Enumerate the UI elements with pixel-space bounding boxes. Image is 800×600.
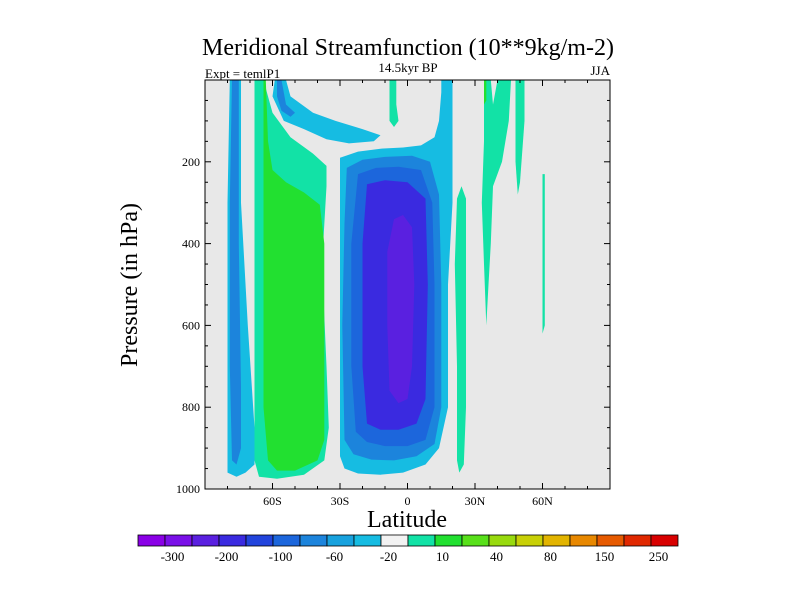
y-tick-label: 400 — [182, 237, 200, 251]
colorbar-box — [434, 534, 463, 547]
colorbar-label: 150 — [595, 549, 615, 564]
contour-region-equatorial-upper-tongue — [389, 80, 399, 127]
subtitle-experiment: Expt = temlP1 — [205, 66, 280, 81]
y-tick-label: 200 — [182, 155, 200, 169]
y-tick-label: 600 — [182, 318, 200, 332]
colorbar-box — [272, 534, 301, 547]
colorbar-box — [137, 534, 166, 547]
colorbar-box — [191, 534, 220, 547]
y-axis-label: Pressure (in hPa) — [117, 203, 143, 367]
contour-region-nh-cell-1 — [454, 186, 466, 473]
contour-region-nh-cell-3 — [515, 80, 525, 195]
colorbar-box — [623, 534, 652, 547]
plot-frame — [204, 79, 611, 490]
colorbar-box — [515, 534, 544, 547]
colorbar-label: -60 — [326, 549, 343, 564]
contour-region-sh-upper-strip-outer — [272, 80, 381, 144]
y-tick-label: 800 — [182, 400, 200, 414]
colorbar-box — [164, 534, 193, 547]
colorbar-label: -200 — [215, 549, 239, 564]
colorbar-box — [299, 534, 328, 547]
colorbar-label: -100 — [269, 549, 293, 564]
x-axis-label: Latitude — [367, 507, 447, 533]
colorbar-box — [407, 534, 436, 547]
colorbar-box — [542, 534, 571, 547]
contour-regions — [227, 80, 545, 479]
x-tick-label: 30S — [331, 494, 350, 508]
contour-region-sh-polar-cell-inner — [229, 80, 241, 465]
chart-title: Meridional Streamfunction (10**9kg/m-2) — [202, 35, 614, 61]
colorbar-label: -20 — [380, 549, 397, 564]
colorbar-label: 10 — [436, 549, 449, 564]
colorbar-box — [569, 534, 598, 547]
colorbar — [137, 534, 679, 547]
contour-region-nh-cell-2-inner — [484, 80, 487, 105]
x-tick-label: 60N — [532, 494, 553, 508]
colorbar-box — [650, 534, 679, 547]
contour-region-nh-cell-4 — [542, 174, 545, 334]
contour-region-nh-cell-2-outer — [481, 80, 511, 326]
colorbar-box — [461, 534, 490, 547]
colorbar-box — [380, 534, 409, 547]
x-tick-label: 0 — [405, 494, 411, 508]
contour-region-sh-upper-strip-inner — [277, 80, 295, 117]
colorbar-box — [488, 534, 517, 547]
x-tick-label: 30N — [465, 494, 486, 508]
colorbar-box — [218, 534, 247, 547]
x-tick-label: 60S — [263, 494, 282, 508]
subtitle-period: 14.5kyr BP — [378, 60, 437, 75]
colorbar-label: 250 — [649, 549, 669, 564]
colorbar-box — [326, 534, 355, 547]
colorbar-label: 40 — [490, 549, 503, 564]
contour-region-sh-ferrel-cell-inner — [263, 80, 325, 471]
subtitle-season: JJA — [590, 63, 610, 78]
colorbar-box — [245, 534, 274, 547]
colorbar-label: 80 — [544, 549, 557, 564]
colorbar-label: -300 — [161, 549, 185, 564]
y-tick-label: 1000 — [176, 482, 200, 496]
colorbar-box — [353, 534, 382, 547]
colorbar-box — [596, 534, 625, 547]
contour-region-hadley-cell-level-5 — [387, 215, 415, 404]
